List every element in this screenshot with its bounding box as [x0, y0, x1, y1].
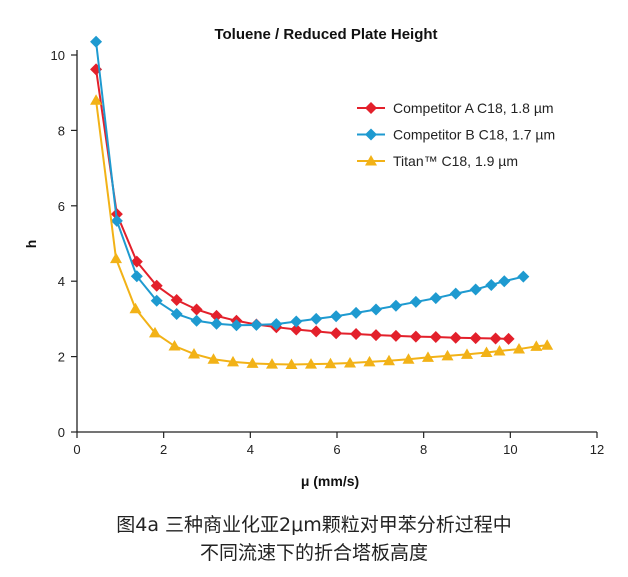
data-point	[429, 330, 442, 343]
y-tick-label: 6	[58, 199, 65, 214]
x-tick-label: 8	[420, 442, 427, 457]
data-point	[422, 351, 434, 362]
data-point	[485, 278, 498, 291]
legend-label: Competitor A C18, 1.8 µm	[393, 100, 554, 116]
data-point	[498, 275, 511, 288]
data-point	[285, 358, 298, 370]
data-point	[150, 294, 163, 307]
chart-title: Toluene / Reduced Plate Height	[214, 26, 437, 43]
data-point	[502, 332, 515, 345]
data-point	[429, 292, 442, 305]
data-point	[541, 339, 554, 350]
data-point	[402, 353, 415, 364]
legend-marker	[365, 155, 377, 166]
data-point	[246, 357, 259, 368]
y-tick-label: 10	[51, 48, 65, 63]
data-point	[190, 314, 203, 327]
data-point	[290, 315, 303, 328]
data-point	[230, 319, 243, 332]
data-point	[207, 353, 220, 364]
data-point	[350, 327, 363, 340]
data-point	[324, 357, 337, 369]
data-point	[188, 347, 200, 359]
data-point	[290, 323, 303, 336]
data-point	[517, 270, 530, 283]
x-tick-label: 4	[247, 442, 254, 457]
data-point	[469, 283, 482, 296]
data-point	[110, 252, 122, 264]
data-point	[130, 270, 143, 283]
data-point	[350, 306, 363, 319]
data-point	[90, 94, 103, 105]
data-point	[149, 326, 161, 338]
data-point	[489, 332, 502, 345]
data-point	[383, 354, 395, 366]
data-point	[129, 302, 142, 314]
x-tick-label: 12	[590, 442, 604, 457]
x-tick-label: 6	[333, 442, 340, 457]
data-point	[409, 330, 422, 343]
data-point	[441, 349, 454, 361]
data-point	[266, 358, 278, 369]
data-point	[344, 357, 356, 368]
data-point	[150, 279, 163, 292]
y-tick-label: 4	[58, 274, 65, 289]
data-point	[310, 325, 323, 338]
data-point	[90, 35, 103, 48]
data-point	[110, 214, 123, 227]
x-axis-label: μ (mm/s)	[301, 473, 359, 489]
series-line	[95, 41, 524, 327]
x-tick-label: 2	[160, 442, 167, 457]
chart: Toluene / Reduced Plate Height h μ (mm/s…	[23, 26, 604, 489]
data-point	[409, 295, 422, 308]
data-point	[168, 340, 181, 351]
y-tick-label: 0	[58, 425, 65, 440]
series-line	[95, 69, 509, 340]
data-point	[190, 303, 203, 316]
data-point	[210, 317, 223, 330]
y-axis-label: h	[23, 240, 39, 249]
data-point	[480, 346, 493, 357]
legend: Competitor A C18, 1.8 µm Competitor B C18…	[357, 100, 555, 169]
data-point	[449, 287, 462, 300]
y-tick-label: 2	[58, 350, 65, 365]
x-tick-label: 0	[73, 442, 80, 457]
legend-marker	[365, 102, 377, 114]
data-point	[330, 310, 343, 323]
data-point	[449, 331, 462, 344]
data-point	[305, 358, 317, 369]
data-point	[270, 318, 283, 331]
data-point	[370, 329, 382, 342]
data-point	[210, 309, 223, 322]
data-point	[363, 355, 376, 367]
data-point	[493, 344, 506, 356]
y-tick-label: 8	[58, 123, 65, 138]
series-2	[90, 35, 530, 332]
data-point	[227, 355, 239, 367]
legend-label: Competitor B C18, 1.7 µm	[393, 127, 555, 143]
series-3	[90, 94, 554, 370]
data-point	[513, 343, 525, 354]
x-tick-label: 10	[503, 442, 517, 457]
data-point	[330, 327, 343, 340]
data-point	[370, 303, 382, 316]
data-point	[530, 340, 543, 351]
legend-label: Titan™ C18, 1.9 µm	[393, 153, 518, 169]
data-point	[389, 299, 402, 312]
data-point	[130, 255, 143, 268]
data-point	[469, 332, 482, 345]
data-point	[389, 329, 402, 342]
data-point	[170, 307, 183, 320]
series-1	[90, 63, 515, 345]
data-point	[310, 312, 323, 325]
data-point	[170, 294, 183, 307]
data-point	[461, 348, 473, 359]
legend-marker	[365, 128, 377, 141]
figure-caption-line-1: 图4a 三种商业化亚2μm颗粒对甲苯分析过程中	[116, 514, 512, 536]
data-point	[250, 318, 263, 331]
figure-caption-line-2: 不同流速下的折合塔板高度	[199, 542, 428, 564]
